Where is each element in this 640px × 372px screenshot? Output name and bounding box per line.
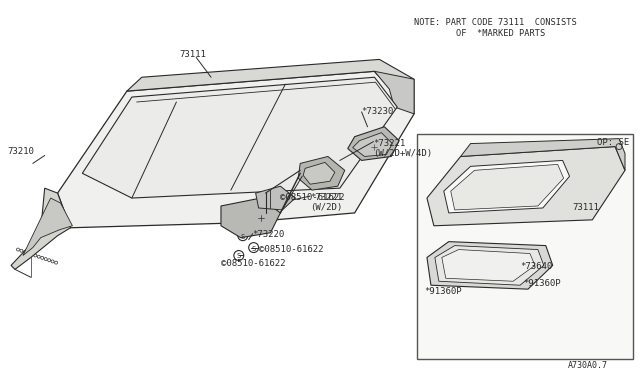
Text: *91360P: *91360P — [523, 279, 561, 288]
Polygon shape — [221, 198, 280, 238]
Text: 73111: 73111 — [179, 49, 206, 58]
Text: *73221: *73221 — [310, 193, 342, 202]
Text: S: S — [252, 246, 256, 251]
Polygon shape — [435, 246, 544, 285]
Text: S: S — [241, 234, 245, 240]
Polygon shape — [298, 157, 345, 190]
Polygon shape — [451, 164, 564, 210]
Polygon shape — [58, 71, 414, 228]
Text: *91360P: *91360P — [424, 287, 461, 296]
Text: *73221: *73221 — [374, 139, 406, 148]
Polygon shape — [461, 139, 625, 170]
Text: OP: SE: OP: SE — [596, 138, 629, 147]
Text: (W/2D): (W/2D) — [310, 203, 342, 212]
Polygon shape — [83, 77, 397, 198]
Polygon shape — [23, 198, 72, 256]
Text: ©08510-61622: ©08510-61622 — [259, 245, 323, 254]
Polygon shape — [353, 133, 392, 157]
Text: S: S — [237, 253, 241, 260]
Polygon shape — [427, 147, 625, 226]
Polygon shape — [348, 127, 399, 160]
Text: 73111: 73111 — [573, 203, 600, 212]
Text: *73220: *73220 — [253, 230, 285, 239]
Text: OF  *MARKED PARTS: OF *MARKED PARTS — [414, 29, 545, 38]
Polygon shape — [444, 160, 570, 213]
Polygon shape — [427, 242, 553, 289]
Text: ©08510-61622: ©08510-61622 — [221, 259, 285, 269]
Polygon shape — [127, 60, 414, 114]
Text: NOTE: PART CODE 73111  CONSISTS: NOTE: PART CODE 73111 CONSISTS — [414, 18, 577, 27]
Polygon shape — [374, 71, 414, 114]
Text: *73640: *73640 — [520, 262, 552, 272]
Text: 73210: 73210 — [7, 147, 34, 155]
Text: *73230: *73230 — [362, 107, 394, 116]
Text: (W/2D+W/4D): (W/2D+W/4D) — [374, 148, 433, 158]
Text: A730A0.7: A730A0.7 — [568, 362, 607, 371]
Polygon shape — [255, 186, 295, 210]
Polygon shape — [442, 250, 535, 281]
Polygon shape — [11, 188, 70, 269]
Text: ©08510-61622: ©08510-61622 — [280, 193, 345, 202]
Polygon shape — [303, 163, 335, 184]
Bar — [417, 134, 633, 359]
